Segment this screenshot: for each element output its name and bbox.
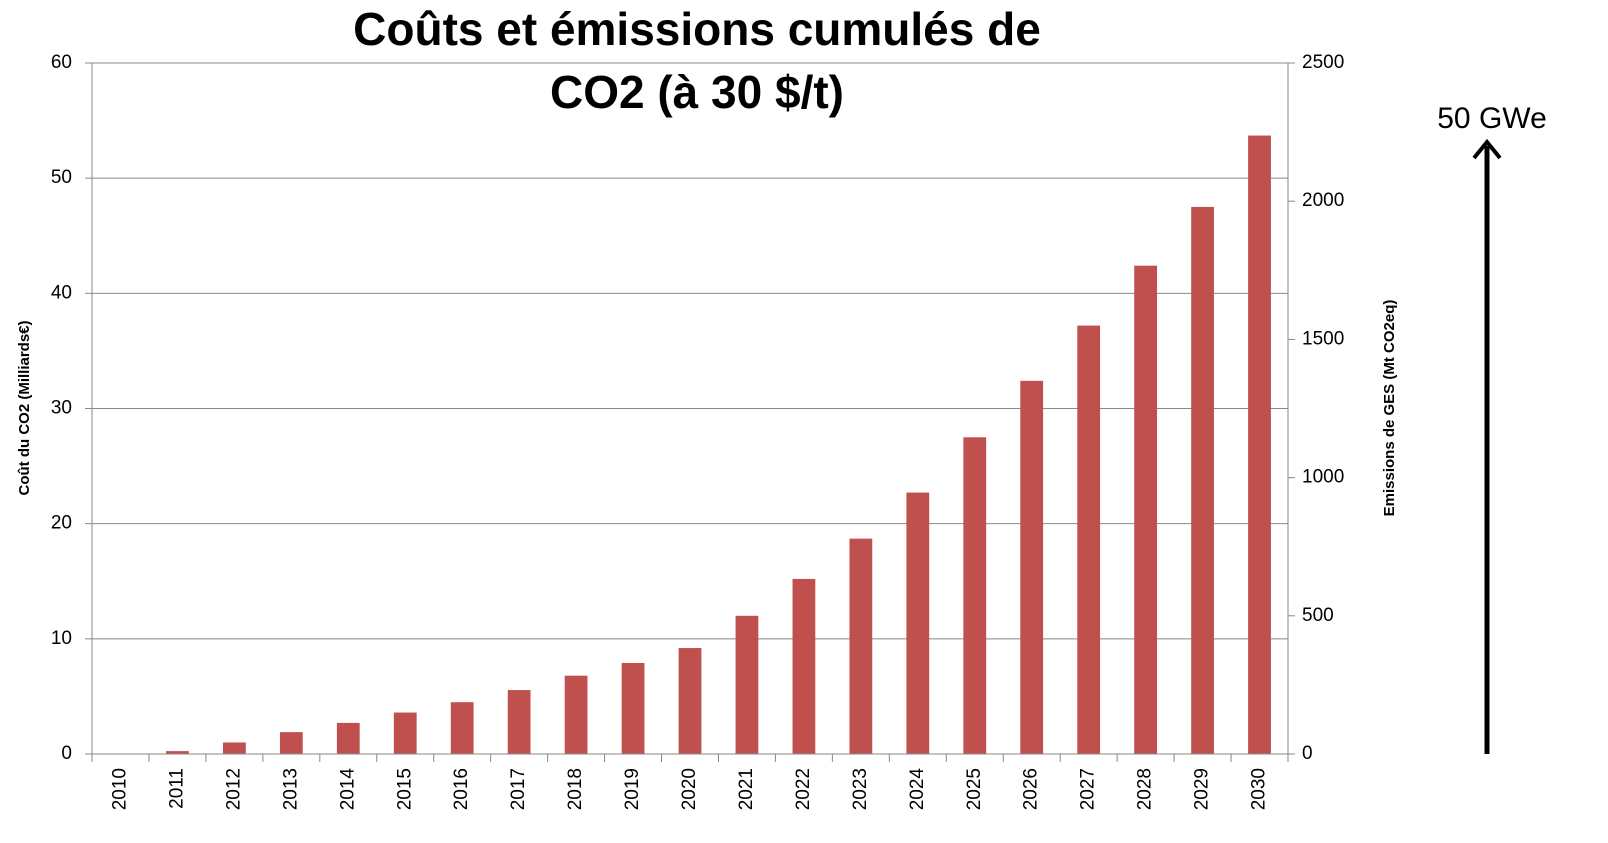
x-tick-label: 2024 bbox=[907, 768, 928, 811]
x-tick-label: 2025 bbox=[964, 768, 985, 810]
annotation: 50 GWe bbox=[1437, 102, 1547, 135]
y-tick-label: 20 bbox=[51, 513, 72, 534]
x-tick-label: 2018 bbox=[565, 768, 586, 810]
bar bbox=[166, 751, 189, 754]
bar bbox=[564, 675, 588, 754]
chart-title: Coûts et émissions cumulés de bbox=[353, 3, 1041, 55]
x-tick-label: 2023 bbox=[850, 768, 871, 810]
bar bbox=[1134, 265, 1158, 754]
bar bbox=[906, 492, 930, 754]
x-tick-label: 2013 bbox=[280, 768, 301, 810]
y2-axis-label: Emissions de GES (Mt CO2eq) bbox=[1381, 300, 1398, 517]
y-tick-label: 30 bbox=[51, 398, 72, 419]
y-tick-label: 0 bbox=[61, 743, 72, 764]
y2-tick-label: 1500 bbox=[1302, 328, 1344, 349]
x-tick-label: 2028 bbox=[1135, 768, 1156, 810]
x-tick-label: 2020 bbox=[679, 768, 700, 810]
x-tick-label: 2017 bbox=[508, 768, 529, 810]
x-tick-label: 2014 bbox=[337, 768, 358, 811]
bar bbox=[963, 437, 987, 754]
x-tick-label: 2012 bbox=[223, 768, 244, 810]
x-tick-label: 2010 bbox=[109, 768, 130, 810]
x-tick-label: 2022 bbox=[793, 768, 814, 810]
bar bbox=[507, 690, 531, 754]
y-tick-label: 50 bbox=[51, 167, 72, 188]
y-tick-label: 60 bbox=[51, 52, 72, 73]
y-tick-label: 10 bbox=[51, 628, 72, 649]
y2-tick-label: 2500 bbox=[1302, 52, 1344, 73]
x-tick-label: 2027 bbox=[1078, 768, 1099, 810]
bar bbox=[735, 615, 759, 754]
bar bbox=[1191, 206, 1214, 755]
bar bbox=[336, 722, 360, 754]
bar bbox=[849, 538, 873, 754]
y2-tick-label: 500 bbox=[1302, 605, 1334, 626]
bar bbox=[678, 648, 702, 754]
y2-tick-label: 2000 bbox=[1302, 190, 1344, 211]
chart-title: CO2 (à 30 $/t) bbox=[550, 66, 844, 118]
x-tick-label: 2021 bbox=[736, 768, 757, 810]
bar bbox=[222, 742, 246, 754]
bar bbox=[1248, 135, 1271, 754]
x-tick-label: 2029 bbox=[1192, 768, 1213, 810]
bar bbox=[393, 712, 417, 754]
x-tick-label: 2030 bbox=[1249, 768, 1270, 810]
y-axis-label: Coût du CO2 (Milliards€) bbox=[16, 320, 33, 495]
bar bbox=[792, 578, 816, 754]
x-tick-label: 2015 bbox=[394, 768, 415, 810]
x-tick-label: 2011 bbox=[166, 768, 187, 809]
y2-tick-label: 1000 bbox=[1302, 467, 1344, 488]
bar bbox=[1077, 325, 1101, 754]
arrow-head bbox=[1472, 138, 1502, 160]
bar bbox=[279, 732, 303, 754]
x-tick-label: 2026 bbox=[1021, 768, 1042, 810]
x-tick-label: 2016 bbox=[451, 768, 472, 810]
y2-tick-label: 0 bbox=[1302, 743, 1313, 764]
x-tick-label: 2019 bbox=[622, 768, 643, 810]
bar bbox=[1020, 380, 1044, 754]
bar bbox=[621, 663, 645, 754]
bar bbox=[450, 702, 474, 754]
y-tick-label: 40 bbox=[51, 282, 72, 303]
